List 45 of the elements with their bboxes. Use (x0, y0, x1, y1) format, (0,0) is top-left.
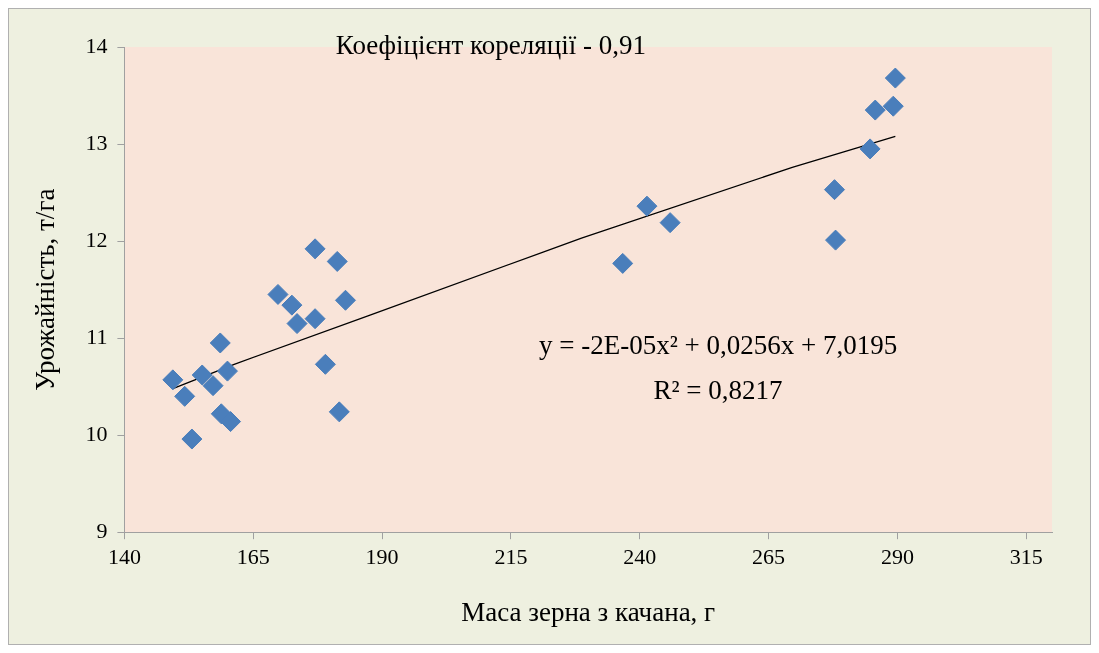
point (304, 308, 326, 330)
point (882, 95, 904, 117)
y-tick-label: 10 (85, 420, 108, 446)
y-tick-label: 14 (85, 32, 108, 58)
x-tick-label: 265 (752, 544, 786, 570)
annotation: y = -2E-05x² + 0,0256x + 7,0195 (538, 330, 898, 361)
point (216, 360, 238, 382)
point (281, 294, 303, 316)
y-tick-label: 12 (85, 226, 108, 252)
point (314, 353, 336, 375)
point (267, 283, 289, 305)
x-tick-label: 190 (365, 544, 399, 570)
x-tick-label: 140 (107, 544, 141, 570)
y-axis-title: Урожайність, т/га (30, 188, 61, 391)
y-tick-label: 13 (85, 129, 108, 155)
point (659, 212, 681, 234)
point (174, 385, 196, 407)
x-tick-label: 315 (1009, 544, 1043, 570)
point (612, 252, 634, 274)
x-tick-label: 290 (880, 544, 914, 570)
y-tick-label: 11 (86, 323, 108, 349)
point (162, 369, 184, 391)
y-tick-label: 9 (96, 517, 108, 543)
point (326, 250, 348, 272)
point (191, 364, 213, 386)
x-axis-title: Маса зерна з качана, г (461, 596, 716, 627)
x-tick-label: 165 (236, 544, 270, 570)
x-tick-label: 215 (494, 544, 528, 570)
point (209, 332, 231, 354)
point (286, 313, 308, 335)
point (220, 411, 242, 433)
point (304, 238, 326, 260)
point (636, 195, 658, 217)
annotation: R² = 0,8217 (653, 375, 783, 406)
point (328, 401, 350, 423)
point (824, 179, 846, 201)
annotation: Коефіцієнт кореляції - 0,91 (335, 30, 646, 61)
x-tick-label: 240 (623, 544, 657, 570)
point (859, 138, 881, 160)
point (181, 428, 203, 450)
point (202, 375, 224, 397)
point (334, 289, 356, 311)
point (864, 99, 886, 121)
point (884, 67, 906, 89)
point (825, 229, 847, 251)
